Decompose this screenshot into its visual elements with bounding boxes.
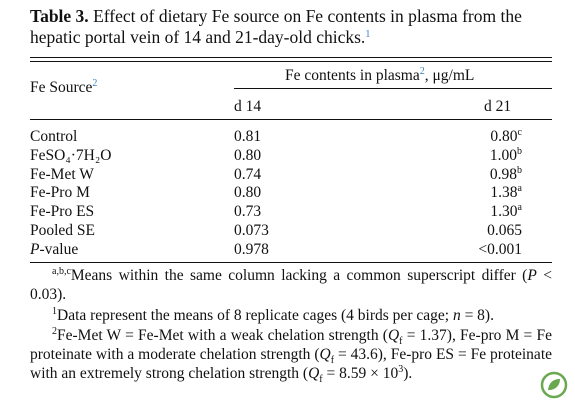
footnote-text: n bbox=[452, 307, 461, 324]
footnote-text: = 8). bbox=[460, 307, 494, 324]
footnote-text: = 8.59 × 10 bbox=[322, 365, 399, 382]
row-label: FeSO₄·7H₂O bbox=[30, 146, 112, 164]
footnote-text: 3 bbox=[398, 364, 404, 375]
top-rule bbox=[30, 57, 552, 58]
group-header: Fe contents in plasma2, μg/mL bbox=[285, 67, 474, 85]
footnote: 1Data represent the means of 8 replicate… bbox=[30, 306, 552, 325]
cell-d14: 0.74 bbox=[234, 165, 262, 183]
footnote-text: Means within the same column lacking a c… bbox=[70, 267, 528, 284]
title-note-link[interactable]: 1 bbox=[365, 29, 371, 40]
footnote: 2Fe-Met W = Fe-Met with a weak chelation… bbox=[30, 326, 553, 386]
column-header: d 14 bbox=[234, 98, 262, 115]
cell-value: 0.065 bbox=[487, 222, 522, 239]
cell-value: 1.38 bbox=[490, 184, 518, 202]
cell-value: 0.98 bbox=[489, 165, 517, 183]
table-label: Table 3. bbox=[30, 6, 89, 26]
footnote-mark: 1 bbox=[52, 306, 57, 317]
row-label: Pooled SE bbox=[30, 222, 96, 239]
footnote-text: Q bbox=[319, 346, 331, 363]
row-label: Fe-Pro M bbox=[30, 184, 90, 202]
footnote-text: P bbox=[527, 267, 537, 284]
row-label: Fe-Pro ES bbox=[30, 203, 95, 221]
cell-d14: 0.073 bbox=[234, 222, 269, 239]
cell-d21: 0.80c bbox=[440, 128, 522, 146]
group-unit: , μg/mL bbox=[424, 67, 475, 84]
footnote-text: = 1.37), Fe-pro M = Fe proteinate with a… bbox=[30, 327, 552, 363]
top-rule bbox=[30, 61, 552, 62]
group-rule bbox=[234, 88, 552, 89]
cell-value: 0.80 bbox=[490, 128, 518, 145]
footnote-mark: a,b,c bbox=[52, 266, 71, 277]
row-label-italic: P bbox=[30, 240, 40, 258]
footnote-text: ). bbox=[403, 365, 413, 382]
cell-d21: <0.001 bbox=[440, 241, 522, 259]
footnote-text: Q bbox=[308, 365, 320, 382]
cell-value: 1.00 bbox=[489, 146, 517, 164]
footnote-text: Data represent the means of 8 replicate … bbox=[57, 307, 453, 324]
row-header-text: Fe Source bbox=[30, 79, 93, 96]
cell-d21: 1.00b bbox=[440, 145, 522, 165]
row-label-text: -value bbox=[39, 240, 79, 258]
bottom-rule bbox=[30, 262, 552, 263]
icon[interactable] bbox=[540, 371, 568, 399]
header-rule bbox=[30, 119, 552, 120]
cell-d14: 0.80 bbox=[234, 184, 262, 202]
footnote-text: f bbox=[319, 374, 323, 386]
group-header-text: Fe contents in plasma bbox=[285, 67, 420, 84]
footnote-text: Q bbox=[387, 327, 400, 344]
cell-value: <0.001 bbox=[478, 240, 522, 258]
title-text: Effect of dietary Fe source on Fe conten… bbox=[30, 6, 522, 47]
footnote: a,b,cMeans within the same column lackin… bbox=[30, 266, 552, 304]
cell-superscript: b bbox=[517, 145, 522, 157]
table-title: Table 3. Effect of dietary Fe source on … bbox=[30, 6, 555, 48]
cell-d14: 0.73 bbox=[234, 203, 262, 221]
footnote-text: = 43.6), Fe-pro ES = Fe proteinate with … bbox=[30, 346, 553, 382]
column-header: d 21 bbox=[484, 98, 512, 115]
cell-d14: 0.80 bbox=[234, 146, 262, 164]
footnote-text: < 0.03). bbox=[30, 267, 552, 303]
row-label: Control bbox=[30, 128, 78, 145]
footnote-link[interactable]: 2 bbox=[419, 66, 425, 77]
cell-superscript: a bbox=[517, 202, 522, 214]
cell-d21: 1.38a bbox=[440, 184, 522, 202]
footnote-text: f bbox=[330, 355, 335, 367]
footnote-mark: 2 bbox=[52, 326, 57, 337]
row-header: Fe Source2 bbox=[30, 79, 97, 97]
footnote-text: f bbox=[399, 336, 403, 348]
cell-d14: 0.81 bbox=[234, 128, 262, 145]
footnote-text: Fe-Met W = Fe-Met with a weak chelation … bbox=[57, 327, 388, 344]
row-label: P-value bbox=[30, 241, 78, 259]
cell-value: 1.30 bbox=[490, 203, 518, 221]
cell-d21: 1.30a bbox=[440, 203, 522, 221]
cell-superscript: a bbox=[517, 183, 522, 195]
row-label: Fe-Met W bbox=[30, 165, 94, 183]
cell-d21: 0.98b bbox=[440, 164, 522, 184]
cell-d14: 0.978 bbox=[234, 240, 269, 258]
footnote-link[interactable]: 2 bbox=[92, 78, 98, 89]
cell-d21: 0.065 bbox=[440, 222, 522, 240]
cell-superscript: b bbox=[517, 164, 522, 176]
cell-superscript: c bbox=[517, 127, 522, 138]
